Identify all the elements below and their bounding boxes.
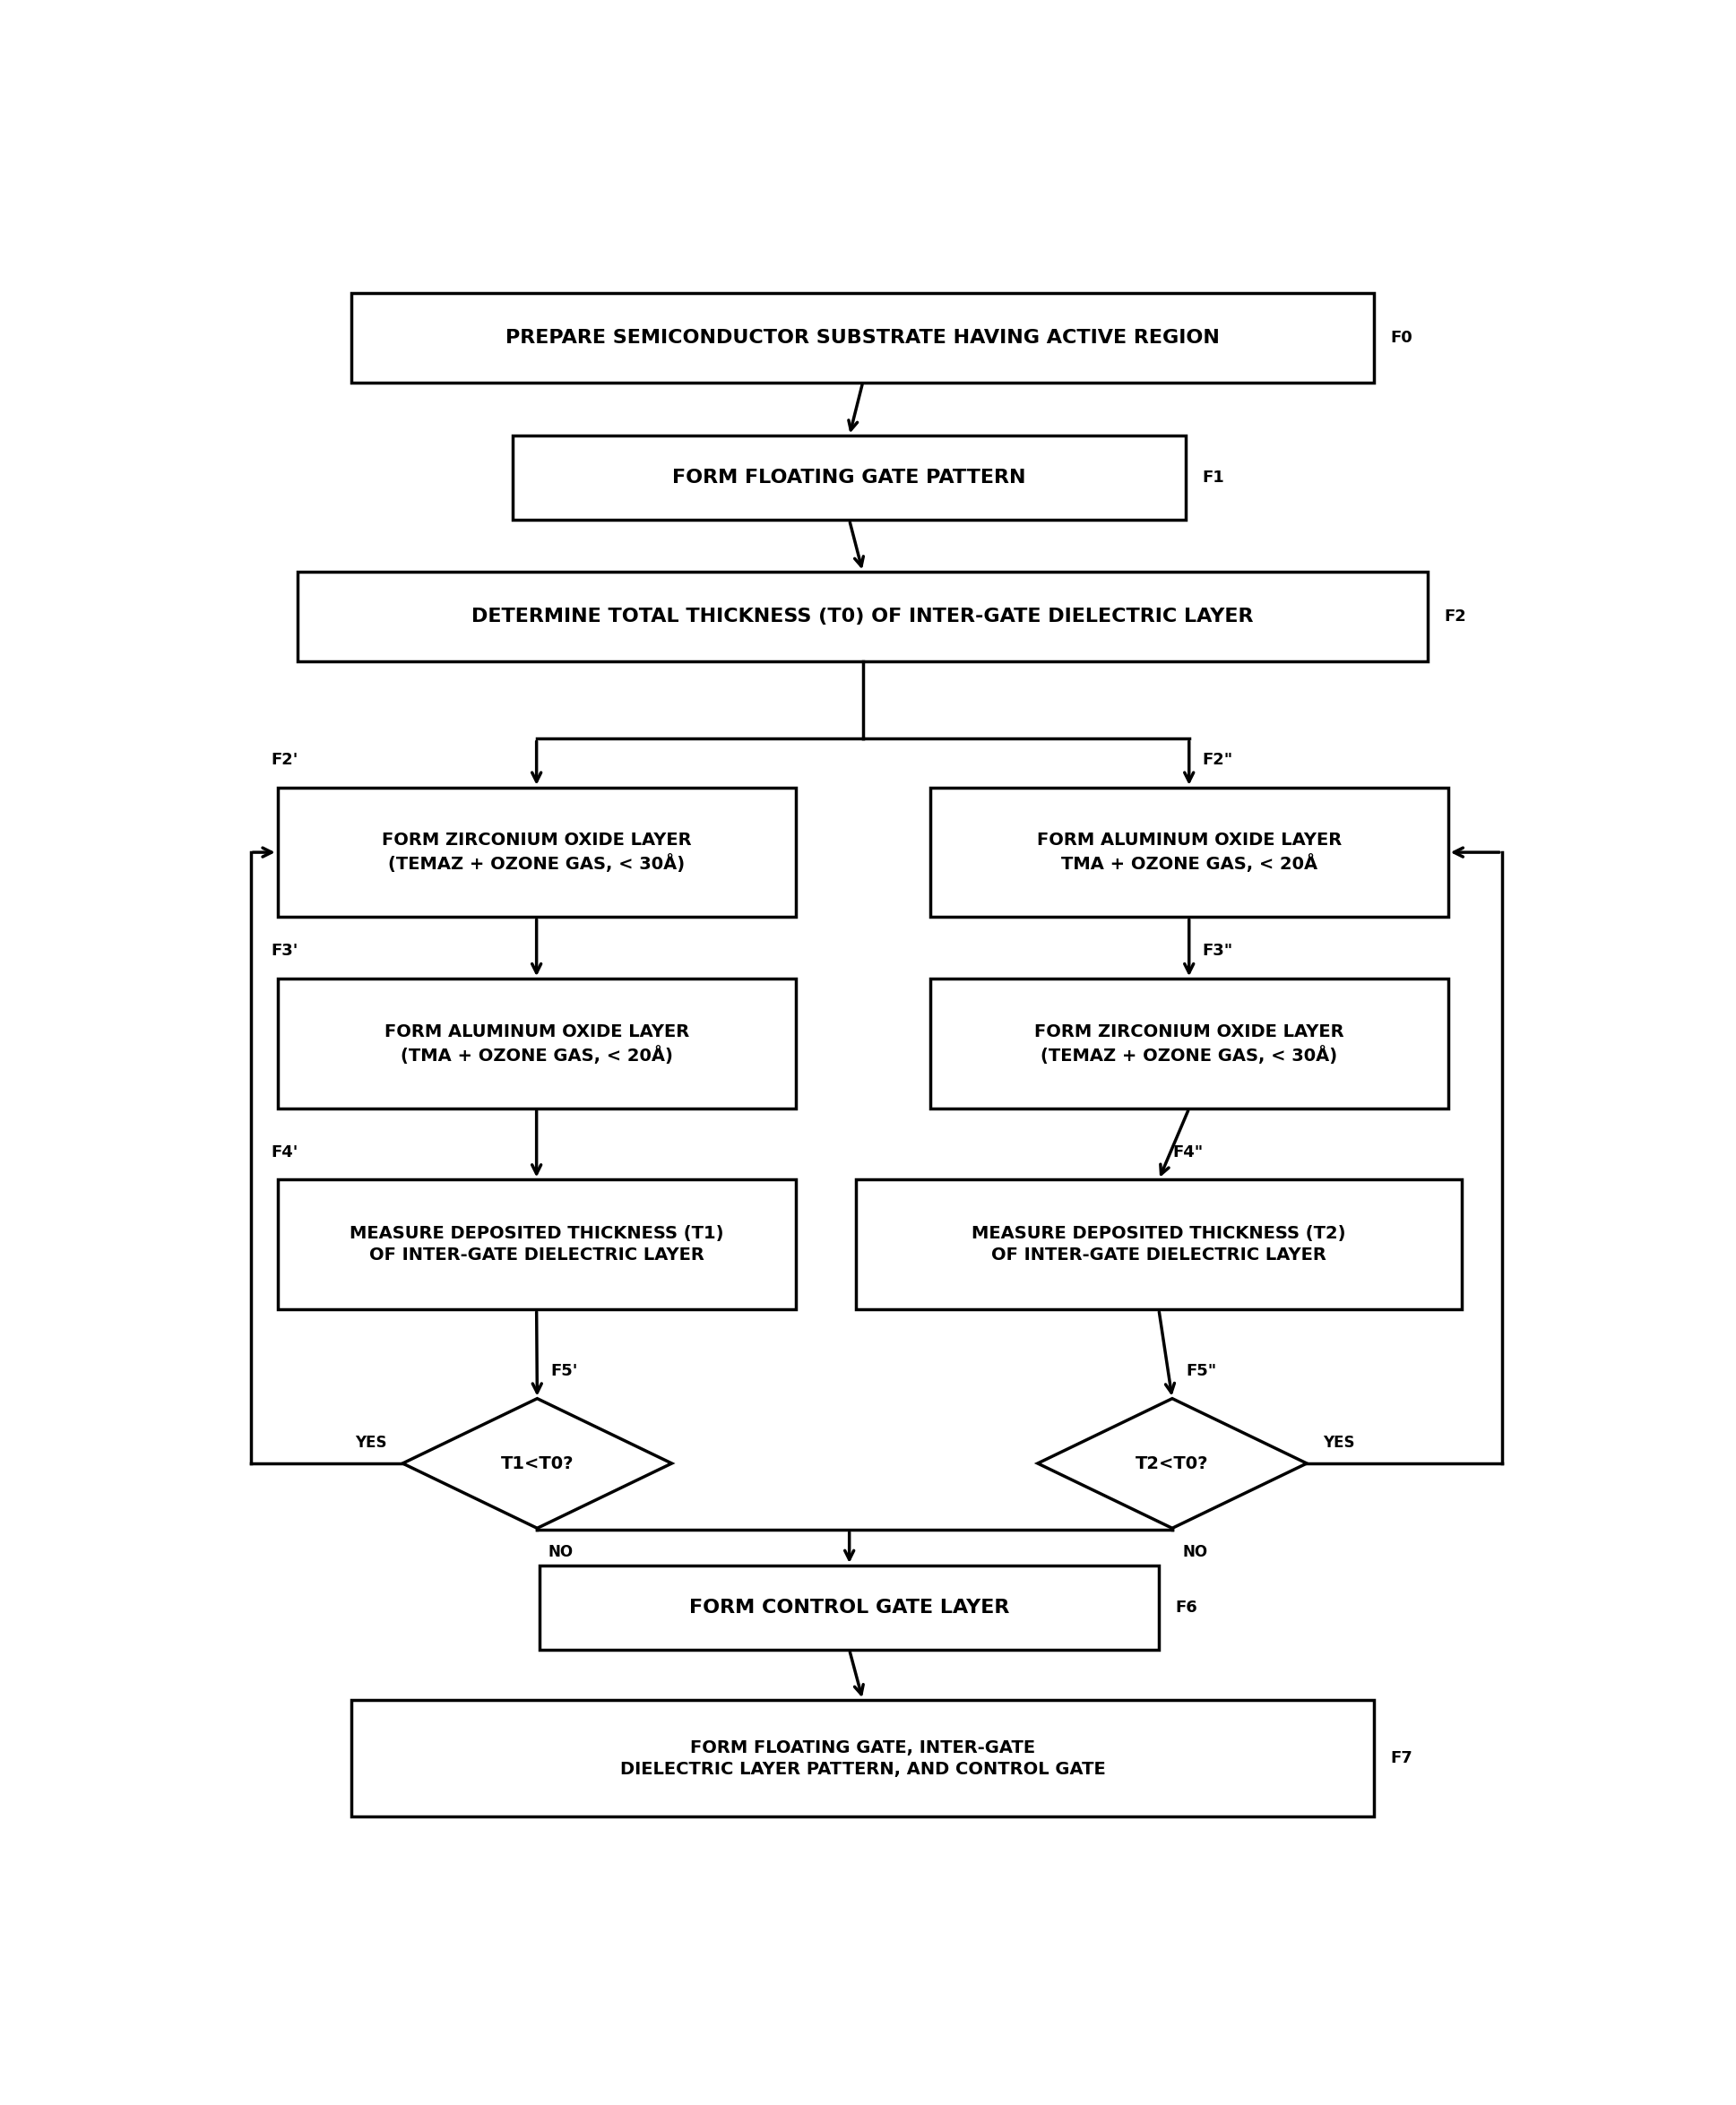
- Polygon shape: [1038, 1398, 1307, 1528]
- Text: F1: F1: [1201, 469, 1224, 486]
- Text: F4": F4": [1172, 1145, 1203, 1160]
- Text: F3": F3": [1203, 943, 1233, 960]
- Text: FORM FLOATING GATE, INTER-GATE
DIELECTRIC LAYER PATTERN, AND CONTROL GATE: FORM FLOATING GATE, INTER-GATE DIELECTRI…: [620, 1739, 1106, 1779]
- FancyBboxPatch shape: [351, 293, 1375, 383]
- Text: F3': F3': [271, 943, 299, 960]
- FancyBboxPatch shape: [540, 1566, 1160, 1650]
- Polygon shape: [403, 1398, 672, 1528]
- Text: F2": F2": [1203, 751, 1233, 768]
- Text: FORM ZIRCONIUM OXIDE LAYER
(TEMAZ + OZONE GAS, < 30Å): FORM ZIRCONIUM OXIDE LAYER (TEMAZ + OZON…: [382, 831, 691, 874]
- Text: F7: F7: [1391, 1749, 1413, 1766]
- Text: FORM ALUMINUM OXIDE LAYER
(TMA + OZONE GAS, < 20Å): FORM ALUMINUM OXIDE LAYER (TMA + OZONE G…: [384, 1023, 689, 1065]
- Text: F4': F4': [271, 1145, 299, 1160]
- Text: DETERMINE TOTAL THICKNESS (T0) OF INTER-GATE DIELECTRIC LAYER: DETERMINE TOTAL THICKNESS (T0) OF INTER-…: [472, 608, 1253, 625]
- FancyBboxPatch shape: [278, 787, 795, 918]
- FancyBboxPatch shape: [930, 787, 1448, 918]
- Text: FORM FLOATING GATE PATTERN: FORM FLOATING GATE PATTERN: [672, 469, 1026, 486]
- Text: MEASURE DEPOSITED THICKNESS (T2)
OF INTER-GATE DIELECTRIC LAYER: MEASURE DEPOSITED THICKNESS (T2) OF INTE…: [972, 1225, 1345, 1263]
- Text: F2: F2: [1444, 608, 1467, 625]
- FancyBboxPatch shape: [514, 436, 1186, 520]
- Text: F6: F6: [1175, 1600, 1198, 1617]
- Text: FORM ALUMINUM OXIDE LAYER
TMA + OZONE GAS, < 20Å: FORM ALUMINUM OXIDE LAYER TMA + OZONE GA…: [1036, 831, 1342, 874]
- Text: F0: F0: [1391, 330, 1413, 345]
- FancyBboxPatch shape: [278, 979, 795, 1109]
- Text: YES: YES: [1323, 1434, 1354, 1450]
- Text: NO: NO: [1182, 1545, 1208, 1560]
- Text: T2<T0?: T2<T0?: [1135, 1455, 1208, 1471]
- Text: T1<T0?: T1<T0?: [500, 1455, 573, 1471]
- FancyBboxPatch shape: [278, 1179, 795, 1309]
- FancyBboxPatch shape: [351, 1701, 1375, 1817]
- FancyBboxPatch shape: [856, 1179, 1462, 1309]
- Text: F5': F5': [550, 1362, 578, 1379]
- Text: YES: YES: [354, 1434, 387, 1450]
- Text: PREPARE SEMICONDUCTOR SUBSTRATE HAVING ACTIVE REGION: PREPARE SEMICONDUCTOR SUBSTRATE HAVING A…: [505, 328, 1220, 347]
- FancyBboxPatch shape: [930, 979, 1448, 1109]
- Text: F2': F2': [271, 751, 299, 768]
- FancyBboxPatch shape: [299, 573, 1427, 661]
- Text: FORM ZIRCONIUM OXIDE LAYER
(TEMAZ + OZONE GAS, < 30Å): FORM ZIRCONIUM OXIDE LAYER (TEMAZ + OZON…: [1035, 1023, 1344, 1065]
- Text: MEASURE DEPOSITED THICKNESS (T1)
OF INTER-GATE DIELECTRIC LAYER: MEASURE DEPOSITED THICKNESS (T1) OF INTE…: [349, 1225, 724, 1263]
- Text: FORM CONTROL GATE LAYER: FORM CONTROL GATE LAYER: [689, 1598, 1009, 1617]
- Text: F5": F5": [1186, 1362, 1217, 1379]
- Text: NO: NO: [549, 1545, 573, 1560]
